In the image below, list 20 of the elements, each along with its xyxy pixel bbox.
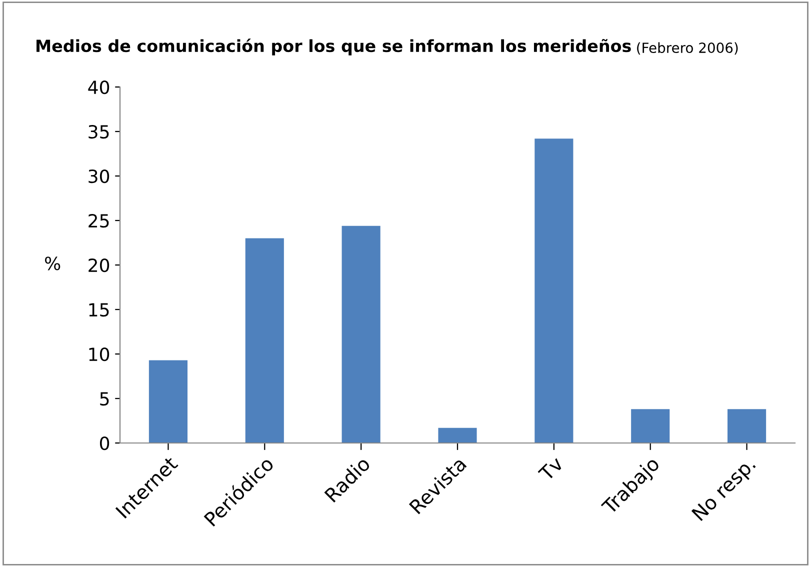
y-tick-label: 15 xyxy=(89,303,109,317)
bar xyxy=(534,138,574,443)
y-tick-label: 25 xyxy=(88,214,109,228)
y-axis-title: % xyxy=(45,256,60,270)
y-tick-label: 40 xyxy=(88,80,110,94)
bar xyxy=(342,226,380,443)
y-tick-label: 5 xyxy=(100,392,109,406)
y-tick-label: 35 xyxy=(88,124,109,139)
y-tick-label: 0 xyxy=(100,436,110,450)
bar xyxy=(148,360,188,443)
x-tick-label: Tv xyxy=(538,456,564,482)
y-tick-label: 10 xyxy=(89,347,110,362)
y-tick-label: 30 xyxy=(88,169,110,184)
chart-subtitle: (Febrero 2006) xyxy=(637,42,738,55)
bar xyxy=(245,238,284,443)
chart-title: Medios de comunicación por los que se informan los merideños xyxy=(36,38,631,56)
bar xyxy=(438,428,477,443)
bar xyxy=(631,409,670,443)
y-tick-label: 20 xyxy=(88,258,110,272)
bar xyxy=(728,409,766,443)
